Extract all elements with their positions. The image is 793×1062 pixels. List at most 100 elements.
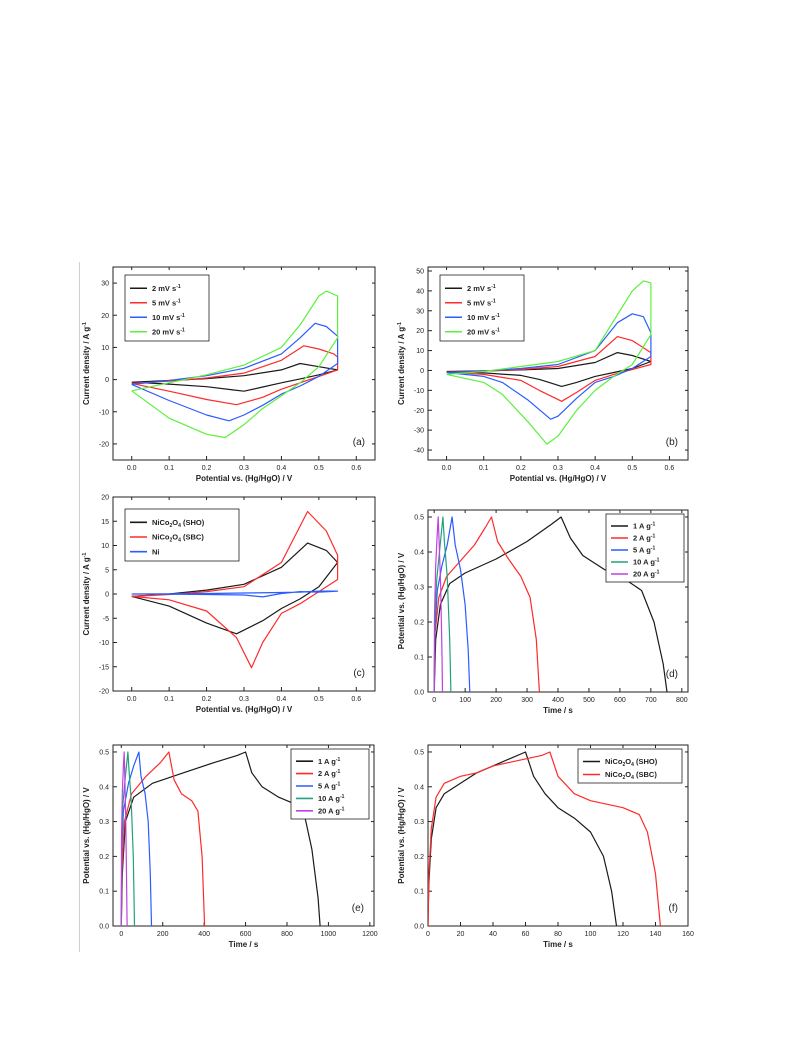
x-tick-label: 0.2 [202,465,212,472]
legend-entry: 10 A g-1 [633,558,660,567]
x-tick-label: 800 [676,697,688,704]
legend-entry: NiCo2O4 (SHO) [152,518,205,529]
legend-entry: 2 mV s-1 [152,284,181,293]
y-tick-label: 15 [101,519,109,526]
series-line-3 [446,313,652,420]
y-tick-label: 0.0 [99,924,109,931]
chart-panel-b: 0.0 0.1 0.2 0.3 0.4 0.5 0.6 -40 -30 -20 -10 0 10 20 30… [397,266,689,483]
y-tick-label: 40 [416,288,424,295]
x-tick-label: 800 [281,931,293,938]
x-tick-label: 120 [617,931,629,938]
x-tick-label: 300 [521,697,533,704]
legend-entry: 5 mV s-1 [467,298,496,307]
y-tick-label: -5 [103,616,109,623]
series-line-2 [131,345,339,406]
legend-entry: NiCo2O4 (SBC) [152,533,204,544]
x-tick-label: 0.4 [590,465,600,472]
x-tick-label: 0.6 [665,465,675,472]
chart-panel-c: 0.0 0.1 0.2 0.3 0.4 0.5 0.6 -20 -15 -10 -5 0 5 10 15 20… [82,495,376,714]
legend-entry: 1 A g-1 [633,522,655,531]
series-line-4 [131,290,339,439]
legend-box [577,748,683,784]
legend-entry: Ni [152,547,160,556]
x-tick-label: 40 [489,931,497,938]
series-line-3 [433,516,471,692]
y-tick-label: 0.4 [414,784,424,791]
legend-box [439,274,525,342]
y-tick-label: -15 [99,664,109,671]
x-tick-label: 1200 [362,931,378,938]
y-tick-label: -30 [414,428,424,435]
x-tick-label: 0 [426,931,430,938]
series-line-4 [433,516,452,692]
y-tick-label: 10 [101,345,109,352]
y-tick-label: 10 [416,348,424,355]
x-tick-label: 0.0 [127,696,137,703]
panel-label: (b) [666,437,678,448]
y-tick-label: -20 [99,441,109,448]
y-axis-label: Current density / A g-1 [82,322,91,405]
x-tick-label: 0.3 [553,465,563,472]
y-tick-label: 0.3 [414,819,424,826]
x-axis-label: Time / s [229,940,259,949]
y-tick-label: -20 [414,408,424,415]
panel-label: (f) [669,903,678,914]
legend-entry: 2 A g-1 [318,769,340,778]
y-tick-label: 5 [105,567,109,574]
y-tick-label: -40 [414,448,424,455]
x-tick-label: 0.1 [164,696,174,703]
x-tick-label: 0.1 [164,465,174,472]
legend-entry: 10 mV s-1 [152,313,185,322]
x-tick-label: 0.2 [202,696,212,703]
x-tick-label: 200 [490,697,502,704]
legend-entry: 20 mV s-1 [152,327,185,336]
x-tick-label: 400 [198,931,210,938]
y-tick-label: 20 [101,495,109,502]
x-tick-label: 100 [585,931,597,938]
series-line-2 [428,751,661,926]
y-tick-label: 0 [105,377,109,384]
chart-panel-f: 0 20 40 60 80 100 120 140 160 0.0 0.1 0.2 0.3 0.4 0.5 T… [397,744,694,949]
chart-panel-a: 0.0 0.1 0.2 0.3 0.4 0.5 0.6 -20 -10 0 10 20 30 Potent… [82,266,376,483]
legend-entry: 20 mV s-1 [467,327,500,336]
y-tick-label: 0.5 [414,749,424,756]
series-line-5 [433,516,444,692]
x-tick-label: 0.6 [351,696,361,703]
chart-panel-e: 0 200 400 600 800 1000 1200 0.0 0.1 0.2 0.3 0.4 0.5 T… [82,744,378,949]
legend-entry: NiCo2O4 (SBC) [605,770,657,781]
x-tick-label: 0.6 [351,465,361,472]
x-tick-label: 0.4 [277,465,287,472]
series-line-2 [120,751,206,926]
x-tick-label: 0 [432,697,436,704]
legend-box [124,508,240,562]
y-tick-label: 30 [101,281,109,288]
panel-label: (e) [352,903,364,914]
x-axis-label: Potential vs. (Hg/HgO) / V [510,474,607,483]
legend-entry: 2 mV s-1 [467,284,496,293]
y-tick-label: 0.2 [99,854,109,861]
y-tick-label: 20 [101,313,109,320]
series-line-2 [446,336,652,402]
legend-entry: NiCo2O4 (SHO) [605,757,658,768]
y-tick-label: 0.2 [414,854,424,861]
y-tick-label: 0.1 [99,889,109,896]
x-tick-label: 0.4 [277,696,287,703]
plot-frame [112,744,375,927]
legend-entry: 20 A g-1 [633,570,660,579]
series-line-4 [446,280,652,445]
x-tick-label: 0.5 [314,465,324,472]
series-line-3 [131,590,339,598]
y-tick-label: -20 [99,689,109,696]
x-tick-label: 0.3 [239,696,249,703]
legend-entry: 1 A g-1 [318,757,340,766]
x-axis-label: Potential vs. (Hg/HgO) / V [196,705,293,714]
y-axis-label: Current density / A g-1 [397,322,406,405]
y-axis-label: Potential vs. (Hg/HgO) / V [82,787,91,884]
y-tick-label: 0 [105,592,109,599]
y-tick-label: 0.0 [414,924,424,931]
x-tick-label: 0.1 [479,465,489,472]
panel-label: (a) [353,437,365,448]
x-tick-label: 0.3 [239,465,249,472]
